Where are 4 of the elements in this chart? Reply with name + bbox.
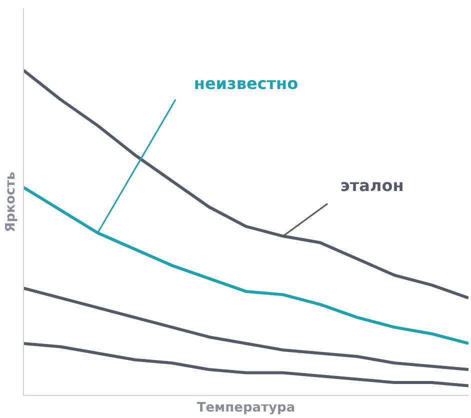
text: эталон (340, 176, 404, 196)
x-axis-title: Температура (196, 400, 296, 416)
y-axis-title: Яркость (4, 172, 18, 232)
text: неизвестно (194, 74, 298, 93)
